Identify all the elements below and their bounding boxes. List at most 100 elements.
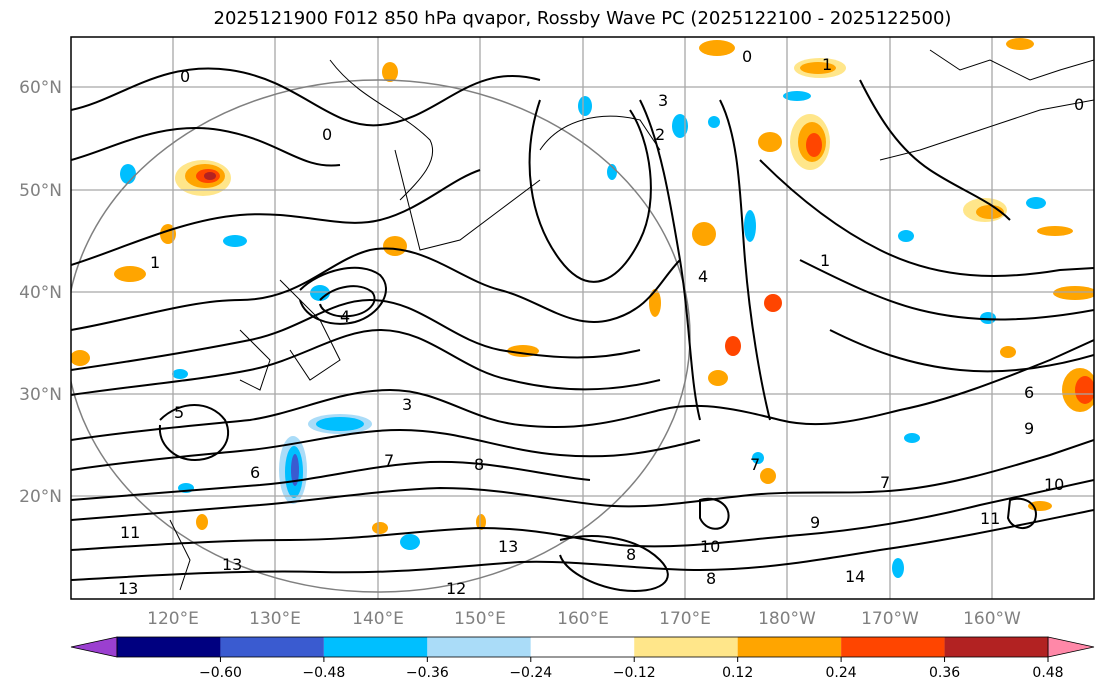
anomaly-patch [800,62,836,74]
lon-label: 180°W [758,609,816,629]
anomaly-patch [744,210,756,242]
anomaly-patch [382,62,398,82]
contour-label: 3 [402,395,412,414]
colorbar-segment [530,637,635,657]
anomaly-patch [120,164,136,184]
anomaly-patch [578,96,592,116]
longitude-labels: 120°E 130°E 140°E 150°E 160°E 170°E 180°… [147,609,1021,629]
colorbar-tick-label: 0.36 [929,665,960,681]
colorbar-tick-label: −0.48 [302,665,345,681]
anomaly-patch [372,522,388,534]
anomaly-patch [1075,376,1094,404]
colorbar-tick-label: −0.24 [509,665,552,681]
anomaly-patch [760,468,776,484]
contour-label: 6 [1024,383,1034,402]
anomaly-patch [806,133,822,157]
anomaly-patch [758,132,782,152]
colorbar-tick-label: 0.24 [826,665,857,681]
contour-label: 13 [118,579,138,598]
contour-label: 11 [980,509,1000,528]
contour-label: 11 [120,523,140,542]
contour-label: 12 [446,579,466,598]
anomaly-patch [725,336,741,356]
colorbar-tick-label: 0.48 [1032,665,1063,681]
anomaly-patch [316,417,364,431]
contour-label: 0 [1074,95,1084,114]
colorbar-max-extend [1047,636,1095,658]
map-frame [70,36,1095,600]
lon-label: 120°E [147,609,199,629]
anomaly-patch [476,514,486,530]
anomaly-patch [783,91,811,101]
anomaly-patch [892,558,904,578]
colorbar-segment [323,637,428,657]
anomaly-patch [708,370,728,386]
anomaly-patch [291,454,299,486]
anomaly-patch [1000,346,1016,358]
contour-label: 6 [250,463,260,482]
gridlines [71,37,1094,599]
anomaly-patch [223,235,247,247]
anomaly-patch [196,514,208,530]
contour-label: 4 [340,307,350,326]
anomaly-patch [400,534,420,550]
lon-label: 160°E [557,609,609,629]
anomaly-patch [71,350,90,366]
anomaly-patch [114,266,146,282]
anomaly-patch [383,236,407,256]
contour-label: 8 [474,455,484,474]
anomaly-patch [1006,38,1034,50]
contour-label: 9 [810,513,820,532]
contour-label: 4 [698,267,708,286]
anomaly-patch [699,40,735,56]
lon-label: 130°E [249,609,301,629]
contour-label: 13 [222,555,242,574]
contour-label: 8 [706,569,716,588]
contour-label: 0 [322,125,332,144]
latitude-labels: 60°N 50°N 40°N 30°N 20°N [19,78,62,507]
anomaly-patch [672,114,688,138]
contour-label: 8 [626,545,636,564]
contour-label: 2 [655,125,665,144]
anomaly-patch [898,230,914,242]
colorbar-outline [116,636,1049,658]
anomaly-patch [764,294,782,312]
lon-label: 170°W [861,609,919,629]
lat-label: 50°N [19,181,62,201]
colorbar: −0.60 −0.48 −0.36 −0.24 −0.12 0.12 0.24 0.36 0.4… [70,636,1095,681]
lon-label: 170°E [659,609,711,629]
colorbar-segment [427,637,531,657]
anomaly-patch [204,172,216,180]
colorbar-segment [634,637,738,657]
colorbar-segment [944,637,1048,657]
contour-lines [71,67,1094,592]
contour-label: 10 [700,537,720,556]
lon-label: 140°E [352,609,404,629]
anomaly-patch [708,116,720,128]
plot-title: 2025121900 F012 850 hPa qvapor, Rossby W… [213,8,952,29]
contour-label: 7 [750,455,760,474]
colorbar-min-extend [70,636,118,658]
colorbar-segment [841,637,945,657]
contour-label: 0 [180,67,190,86]
contour-label: 0 [742,47,752,66]
contour-label: 7 [384,451,394,470]
anomaly-patch [1026,197,1046,209]
colorbar-tick-label: −0.60 [199,665,242,681]
colorbar-tick-label: −0.12 [613,665,656,681]
contour-label: 1 [150,253,160,272]
contour-label: 5 [174,403,184,422]
contour-label: 7 [880,473,890,492]
lat-label: 20°N [19,487,62,507]
colorbar-segment [220,637,324,657]
anomaly-patch [904,433,920,443]
contour-label: 1 [822,55,832,74]
lon-label: 150°E [454,609,506,629]
anomaly-patch [310,285,330,301]
anomaly-patch [1053,286,1094,300]
colorbar-segment [737,637,842,657]
contour-label: 1 [820,251,830,270]
lon-label: 160°W [963,609,1021,629]
contour-label: 10 [1044,475,1064,494]
